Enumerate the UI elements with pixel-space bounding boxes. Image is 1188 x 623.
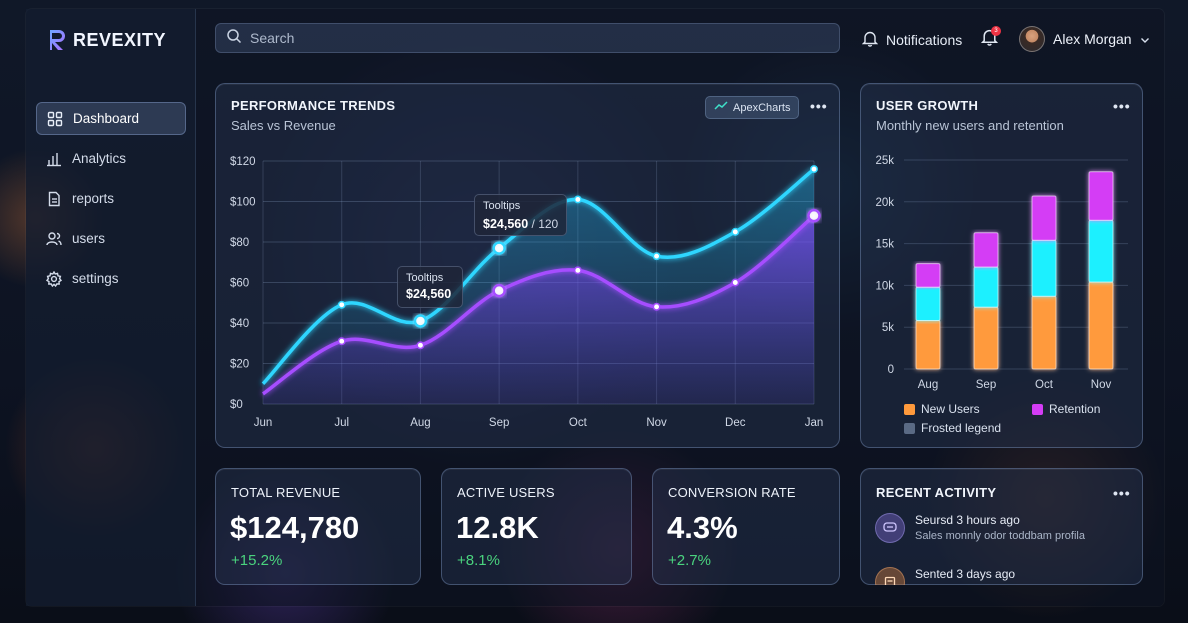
search-bar[interactable] xyxy=(215,23,840,53)
user-menu[interactable]: Alex Morgan xyxy=(1019,26,1150,52)
sidebar-item-users[interactable]: users xyxy=(36,222,186,255)
activity-item-title: Seursd 3 hours ago xyxy=(915,513,1020,527)
kpi-delta: +2.7% xyxy=(668,552,711,569)
activity-item[interactable]: Seursd 3 hours ago Sales monnly odor tod… xyxy=(875,513,1085,543)
notifications-label: Notifications xyxy=(886,32,963,48)
activity-text: Seursd 3 hours ago Sales monnly odor tod… xyxy=(915,513,1085,543)
kpi-label: ACTIVE USERS xyxy=(457,485,555,500)
activity-title: RECENT ACTIVITY xyxy=(876,485,997,500)
tooltip-value: $24,560 xyxy=(406,287,452,301)
kpi-label: CONVERSION RATE xyxy=(668,485,796,500)
apexcharts-chip[interactable]: ApexCharts xyxy=(705,96,799,119)
sidebar: REVEXITY Dashboard Analytics reports use… xyxy=(26,9,196,606)
conversion-rate-card[interactable] xyxy=(652,468,840,585)
users-icon xyxy=(46,231,62,247)
growth-title: USER GROWTH xyxy=(876,98,979,113)
sidebar-item-label: reports xyxy=(72,191,115,206)
performance-title: PERFORMANCE TRENDS xyxy=(231,98,396,113)
sidebar-item-label: settings xyxy=(72,271,119,286)
legend-item-frosted[interactable]: Frosted legend xyxy=(904,421,1001,435)
bell-icon xyxy=(861,30,879,50)
legend-item-retention[interactable]: Retention xyxy=(1032,402,1100,416)
notifications-button[interactable]: Notifications xyxy=(861,30,963,50)
bar-chart-icon xyxy=(46,151,62,167)
logo-icon xyxy=(47,28,67,52)
legend-label: New Users xyxy=(921,402,980,416)
brand-name: REVEXITY xyxy=(73,29,167,50)
total-revenue-card[interactable] xyxy=(215,468,421,585)
sidebar-item-analytics[interactable]: Analytics xyxy=(36,142,186,175)
activity-text: Sented 3 days ago xyxy=(915,567,1015,585)
sidebar-item-label: users xyxy=(72,231,106,246)
kpi-value: $124,780 xyxy=(230,510,360,545)
activity-more-menu-icon[interactable]: ••• xyxy=(1113,485,1131,501)
avatar xyxy=(1019,26,1045,52)
user-growth-card xyxy=(860,83,1143,448)
chevron-down-icon xyxy=(1140,31,1150,47)
sidebar-item-settings[interactable]: settings xyxy=(36,262,186,295)
kpi-label: TOTAL REVENUE xyxy=(231,485,341,500)
tooltip-extra: / 120 xyxy=(528,217,559,231)
sidebar-item-label: Analytics xyxy=(72,151,127,166)
message-icon xyxy=(875,513,905,543)
active-users-card[interactable] xyxy=(441,468,632,585)
legend-item-new-users[interactable]: New Users xyxy=(904,402,980,416)
chart-tooltip-aug: Tooltips $24,560 xyxy=(397,266,463,308)
sidebar-nav: Dashboard Analytics reports users settin… xyxy=(36,102,186,302)
sidebar-item-reports[interactable]: reports xyxy=(36,182,186,215)
trend-line-icon xyxy=(714,101,728,114)
sidebar-item-dashboard[interactable]: Dashboard xyxy=(36,102,186,135)
growth-more-menu-icon[interactable]: ••• xyxy=(1113,98,1131,114)
notification-badge: 3 xyxy=(991,26,1001,36)
legend-swatch xyxy=(904,422,915,434)
gear-icon xyxy=(45,270,63,287)
tooltip-label: Tooltips xyxy=(406,272,444,284)
brand-logo[interactable]: REVEXITY xyxy=(47,28,166,52)
user-name: Alex Morgan xyxy=(1053,31,1132,47)
kpi-delta: +15.2% xyxy=(231,552,283,569)
recent-activity-card xyxy=(860,468,1143,585)
kpi-value: 12.8K xyxy=(456,510,539,545)
grid-icon xyxy=(47,111,63,127)
activity-item[interactable]: Sented 3 days ago xyxy=(875,567,1015,585)
growth-legend: New Users Retention Frosted legend xyxy=(904,402,1134,438)
legend-swatch xyxy=(904,403,915,415)
kpi-value: 4.3% xyxy=(667,510,738,545)
search-input[interactable] xyxy=(250,30,810,46)
activity-item-title: Sented 3 days ago xyxy=(915,567,1016,581)
performance-subtitle: Sales vs Revenue xyxy=(231,118,336,133)
tooltip-label: Tooltips xyxy=(483,200,521,212)
legend-swatch xyxy=(1032,403,1043,415)
legend-label: Frosted legend xyxy=(921,421,1002,435)
chip-label: ApexCharts xyxy=(733,101,791,114)
tooltip-value-row: $24,560 / 120 xyxy=(483,215,558,233)
activity-item-subtitle: Sales monnly odor toddbam profila xyxy=(915,530,1085,542)
chart-tooltip-sep: Tooltips $24,560 / 120 xyxy=(474,194,567,236)
kpi-delta: +8.1% xyxy=(457,552,500,569)
legend-label: Retention xyxy=(1049,402,1101,416)
document-icon xyxy=(46,191,62,207)
performance-more-menu-icon[interactable]: ••• xyxy=(810,98,828,114)
performance-trends-card xyxy=(215,83,840,448)
sidebar-item-label: Dashboard xyxy=(73,111,140,126)
growth-subtitle: Monthly new users and retention xyxy=(876,118,1064,133)
tooltip-value: $24,560 xyxy=(483,217,529,231)
search-icon xyxy=(226,28,242,49)
note-icon xyxy=(875,567,905,585)
